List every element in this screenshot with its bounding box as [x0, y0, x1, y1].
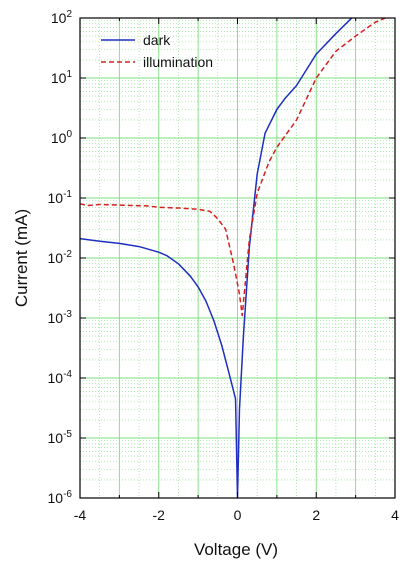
legend: dark illumination — [101, 32, 213, 70]
y-tick-label: 10-2 — [48, 249, 73, 266]
legend-label-illumination: illumination — [143, 54, 213, 70]
series-line-illumination — [79, 17, 386, 317]
y-axis-label: Current (mA) — [12, 209, 31, 307]
grid — [80, 18, 395, 498]
y-tick-label: 10-1 — [48, 189, 73, 206]
series-lines — [79, 17, 386, 499]
axis-ticks — [79, 17, 396, 499]
x-tick-label: -4 — [74, 507, 87, 523]
y-tick-label: 102 — [51, 9, 73, 26]
x-tick-label: 0 — [234, 507, 242, 523]
y-tick-label: 10-4 — [48, 369, 73, 386]
y-tick-label: 10-6 — [48, 489, 73, 506]
x-tick-label: 2 — [312, 507, 320, 523]
y-tick-label: 101 — [51, 69, 73, 86]
legend-label-dark: dark — [143, 32, 171, 48]
y-tick-label: 10-5 — [48, 429, 73, 446]
x-axis-label: Voltage (V) — [194, 540, 278, 559]
x-tick-label: 4 — [391, 507, 399, 523]
tick-labels: -4 -2 0 2 4 10-6 10-5 10-4 10-3 10-2 10-1 100 101 102 — [48, 9, 400, 523]
y-tick-label: 10-3 — [48, 309, 73, 326]
y-tick-label: 100 — [51, 129, 73, 146]
x-tick-label: -2 — [153, 507, 166, 523]
series-line-dark — [79, 17, 353, 499]
